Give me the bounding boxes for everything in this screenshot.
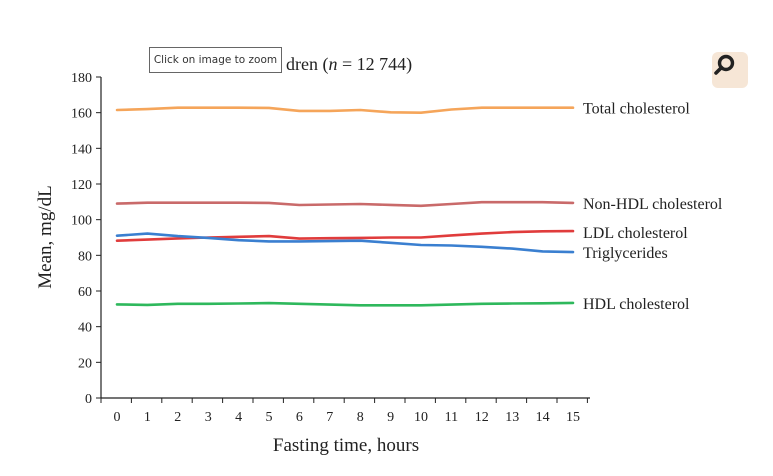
x-tick-label: 11 [445,410,458,425]
x-tick-label: 4 [235,410,242,425]
zoom-button[interactable] [712,52,748,88]
y-tick-label: 100 [71,214,92,229]
x-tick-label: 5 [266,410,273,425]
series-line-non-hdl-cholesterol [115,200,575,208]
y-tick-label: 140 [71,142,92,157]
x-tick-label: 14 [536,410,550,425]
series-line-total-cholesterol [115,106,575,114]
x-tick-label: 6 [296,410,303,425]
x-tick-label: 1 [144,410,151,425]
x-tick-label: 8 [357,410,364,425]
zoom-tooltip: Click on image to zoom [149,47,282,73]
x-tick-label: 0 [114,410,121,425]
series-line-triglycerides [115,232,575,254]
series-label-hdl-cholesterol: HDL cholesterol [583,296,690,313]
x-tick-label: 13 [505,410,519,425]
series-line-hdl-cholesterol [115,301,575,307]
x-tick-label: 7 [326,410,333,425]
y-tick-label: 40 [78,321,92,336]
series-label-ldl-cholesterol: LDL cholesterol [583,225,688,242]
y-tick-label: 160 [71,107,92,122]
x-tick-label: 15 [566,410,580,425]
series-label-total-cholesterol: Total cholesterol [583,101,690,118]
x-tick-label: 12 [475,410,489,425]
series-label-triglycerides: Triglycerides [583,245,668,262]
x-tick-label: 10 [414,410,428,425]
chart-title: dren (n = 12 744) [286,54,412,75]
y-tick-label: 60 [78,285,92,300]
y-axis-title: Mean, mg/dL [35,185,56,288]
y-tick-label: 180 [71,71,92,86]
series-label-non-hdl-cholesterol: Non-HDL cholesterol [583,196,723,213]
y-tick-label: 120 [71,178,92,193]
series-labels: Total cholesterol Non-HDL cholesterol LDL … [583,101,723,313]
x-tick-label: 3 [205,410,212,425]
x-axis-title: Fasting time, hours [273,435,419,456]
y-tick-label: 0 [85,392,92,407]
y-tick-label: 80 [78,249,92,264]
series-lines [115,106,575,307]
y-tick-label: 20 [78,356,92,371]
x-tick-label: 9 [387,410,394,425]
x-tick-label: 2 [174,410,181,425]
